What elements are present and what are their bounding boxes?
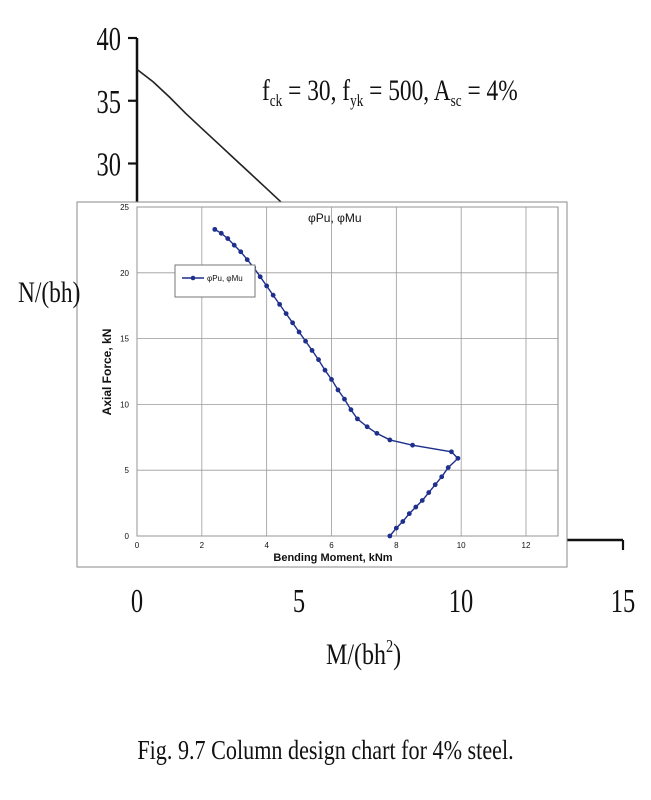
inner-x-tick-label: 0	[135, 541, 140, 550]
data-point	[342, 396, 347, 402]
data-point	[303, 338, 308, 344]
data-point	[432, 482, 438, 488]
data-point	[439, 474, 445, 480]
inner-y-tick-label: 15	[120, 335, 129, 344]
data-point	[387, 533, 393, 539]
data-point	[406, 511, 412, 517]
data-point	[283, 311, 289, 316]
outer-x-tick-label: 15	[611, 583, 635, 620]
data-point	[393, 525, 399, 531]
data-point	[257, 274, 263, 280]
material-annotation: fck = 30, fyk = 500, Asc = 4%	[262, 73, 518, 110]
legend-box	[174, 264, 256, 298]
data-point	[316, 357, 321, 363]
outer-x-tick-label: 0	[131, 583, 143, 620]
inner-chart-title: φPu, φMu	[308, 211, 362, 225]
inner-x-tick-label: 8	[394, 541, 399, 550]
data-point	[335, 387, 341, 393]
inner-x-tick-label: 2	[200, 541, 205, 550]
inner-x-tick-label: 6	[329, 541, 334, 550]
data-point	[329, 376, 334, 382]
data-point	[387, 437, 393, 443]
data-point	[348, 407, 354, 413]
data-point	[212, 226, 218, 232]
inner-gridlines	[136, 206, 558, 537]
data-point	[355, 416, 360, 422]
inner-x-ticks: 0 2 4 6 8 10 12	[135, 541, 531, 550]
inner-y-tick-label: 25	[120, 203, 129, 212]
outer-y-axis-label: N/(bh)	[18, 275, 80, 308]
data-point	[322, 367, 328, 373]
outer-axis-labels: N/(bh) M/(bh2)	[18, 275, 401, 670]
data-point	[218, 230, 224, 236]
inner-y-tick-label: 20	[120, 269, 129, 278]
inner-x-axis-label: Bending Moment, kNm	[273, 552, 392, 564]
data-point	[426, 490, 432, 495]
inner-y-ticks: 0 5 10 15 20 25	[120, 203, 129, 541]
outer-y-tick-label: 35	[97, 84, 121, 121]
inner-chart: 0 5 10 15 20 25 0 2 4 6 8 10 12 φPu, φMu Bending Mo…	[76, 201, 568, 568]
inner-x-tick-label: 10	[457, 541, 466, 550]
inner-y-tick-label: 10	[120, 400, 129, 409]
data-point	[413, 504, 419, 510]
data-point	[309, 348, 315, 353]
data-point	[290, 320, 295, 326]
outer-x-axis-label: M/(bh2)	[326, 635, 401, 670]
figure-caption: Fig. 9.7 Column design chart for 4% stee…	[137, 735, 514, 765]
legend-label: φPu, φMu	[207, 274, 243, 283]
inner-series-markers	[212, 226, 461, 539]
inner-plot-area	[136, 206, 559, 537]
data-point	[374, 430, 380, 436]
data-point	[264, 283, 270, 289]
data-point	[270, 292, 276, 298]
data-point	[364, 424, 370, 430]
data-point	[238, 249, 244, 255]
inner-y-tick-label: 5	[125, 466, 130, 475]
data-point	[277, 301, 283, 307]
data-point	[231, 242, 237, 248]
inner-x-tick-label: 12	[522, 541, 531, 550]
data-point	[400, 519, 406, 524]
data-point	[449, 449, 454, 455]
outer-y-tick-label: 40	[97, 21, 121, 58]
data-point	[225, 236, 231, 241]
inner-y-tick-label: 0	[125, 532, 130, 541]
legend: φPu, φMu	[174, 264, 256, 298]
legend-marker-swatch	[190, 275, 196, 281]
outer-x-tick-label: 10	[449, 583, 473, 620]
data-point	[455, 455, 461, 461]
outer-x-tick-label: 5	[293, 583, 305, 620]
inner-y-axis-label: Axial Force, kN	[100, 329, 114, 416]
inner-x-tick-label: 4	[264, 541, 269, 550]
data-point	[296, 329, 302, 335]
data-point	[410, 442, 415, 448]
data-point	[445, 465, 451, 470]
data-point	[419, 498, 425, 503]
data-point	[244, 257, 250, 263]
outer-y-tick-label: 30	[97, 147, 121, 184]
